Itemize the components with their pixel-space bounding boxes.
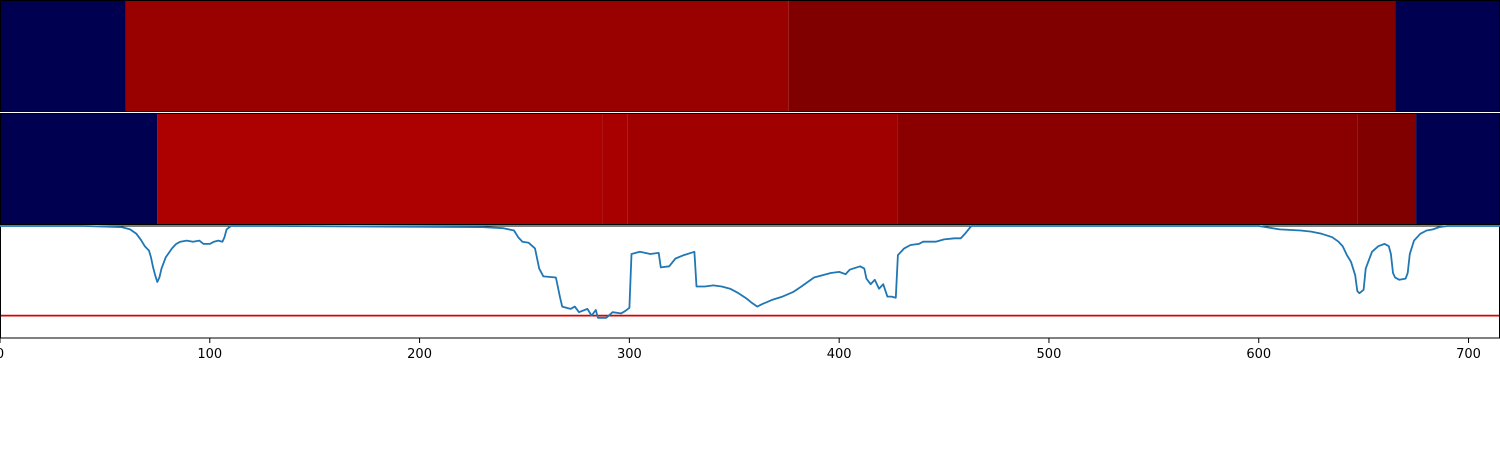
x-tick-label: 300: [617, 347, 642, 362]
band-segment: [1357, 113, 1417, 225]
band-segment: [897, 113, 1358, 225]
x-tick-label: 100: [197, 347, 222, 362]
band-segment: [0, 113, 158, 225]
band-row-2: [0, 113, 1500, 225]
line-panel: [0, 225, 1500, 339]
band-segment: [627, 113, 898, 225]
band-segment: [157, 113, 603, 225]
band-row-1: [0, 0, 1500, 112]
x-tick-label: 400: [827, 347, 852, 362]
x-tick-label: 700: [1456, 347, 1481, 362]
band-segment: [602, 113, 628, 225]
heatmap-bands: [0, 0, 1500, 225]
x-tick-label: 200: [407, 347, 432, 362]
band-segment: [1395, 0, 1500, 112]
x-tick-label: 600: [1246, 347, 1271, 362]
band-segment: [1416, 113, 1500, 225]
band-segment: [0, 0, 126, 112]
x-axis: 0 100 200 300 400 500 600 700: [0, 338, 1481, 362]
x-tick-label: 500: [1037, 347, 1062, 362]
band-segment: [125, 0, 789, 112]
line-axes: [0, 225, 1500, 339]
band-segment: [788, 0, 1396, 112]
series-line: [0, 225, 1500, 319]
x-tick-label: 0: [0, 347, 4, 362]
